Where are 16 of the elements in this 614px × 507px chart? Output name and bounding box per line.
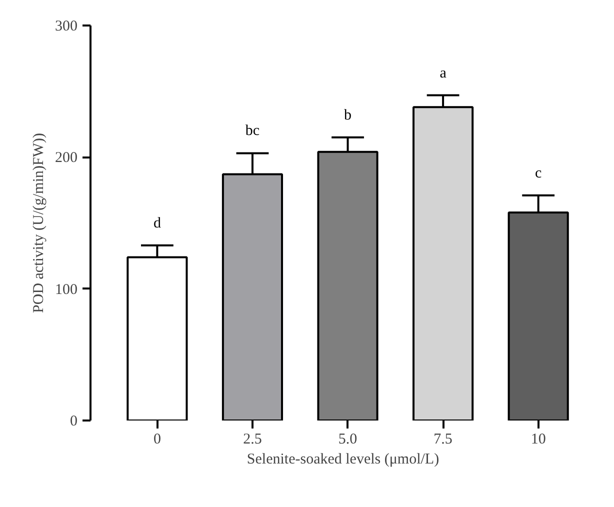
annotation: b xyxy=(344,107,352,124)
y-tick-label: 200 xyxy=(55,150,78,166)
annotation: bc xyxy=(245,123,260,140)
y-axis-title: POD activity (U/(g/min)FW)) xyxy=(31,133,47,313)
annotation: a xyxy=(440,65,447,82)
x-axis-title: Selenite-soaked levels (μmol/L) xyxy=(246,452,440,468)
x-tick-label: 7.5 xyxy=(434,432,452,448)
x-tick-label: 10 xyxy=(530,432,546,448)
annotation: d xyxy=(153,215,162,232)
x-tick-label: 5.0 xyxy=(338,432,358,448)
y-tick-label: 300 xyxy=(55,18,78,34)
y-tick-label: 0 xyxy=(70,414,78,430)
x-tick-label: 2.5 xyxy=(243,432,262,448)
x-tick-label: 0 xyxy=(153,432,161,448)
y-tick-label: 100 xyxy=(55,282,78,298)
annotation: c xyxy=(535,165,542,182)
